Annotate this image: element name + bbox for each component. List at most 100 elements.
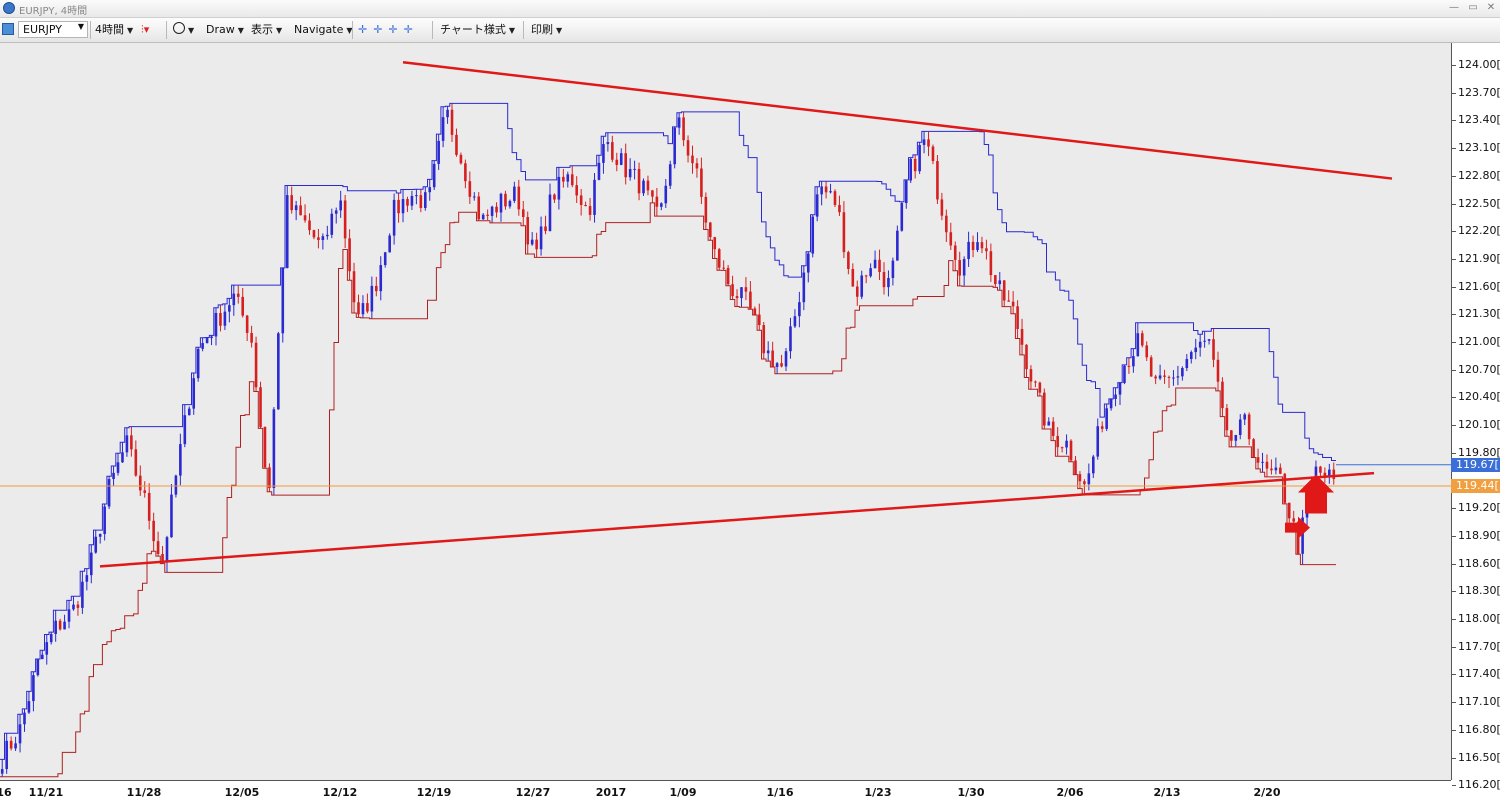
candle-body: [575, 185, 579, 196]
candle-body: [896, 230, 899, 261]
candle-body: [352, 271, 356, 303]
channel-lower-line: [0, 202, 1336, 778]
candle-body: [637, 168, 641, 194]
candle-body: [1145, 345, 1149, 358]
support-trendline: [99, 471, 1375, 568]
candle-body: [1216, 359, 1220, 382]
time-tick-label: 1/30: [957, 786, 985, 799]
price-tick-mark: [1452, 342, 1456, 343]
price-tick-label: 120.40[0: [1458, 390, 1500, 404]
candle-body: [1287, 502, 1291, 519]
candle-style-icon[interactable]: ⫶▾: [141, 23, 150, 36]
candle-body: [584, 204, 587, 207]
candle-body: [428, 187, 432, 193]
candle-body: [909, 158, 913, 181]
circle-tool-button[interactable]: ▼: [173, 22, 194, 38]
maximize-icon[interactable]: ▭: [1468, 2, 1478, 13]
price-tick-mark: [1452, 65, 1456, 66]
candle-body: [1002, 280, 1006, 301]
candle-body: [32, 675, 35, 702]
candle-body: [214, 312, 218, 337]
candle-body: [134, 449, 138, 476]
candle-body: [562, 176, 565, 182]
time-tick-label: 16: [0, 786, 12, 799]
time-tick-label: 2/13: [1153, 786, 1181, 799]
candle-body: [63, 621, 66, 630]
candle-body: [784, 351, 788, 367]
candle-body: [49, 633, 53, 643]
price-tick-mark: [1452, 785, 1456, 787]
navigate-menu[interactable]: Navigate ▼: [294, 22, 353, 38]
price-tick-mark: [1452, 619, 1456, 620]
minimize-icon[interactable]: —: [1449, 2, 1459, 13]
candle-body: [602, 144, 605, 163]
channel-upper-line: [0, 102, 1336, 760]
price-tick-label: 116.80[0: [1458, 722, 1500, 736]
candle-body: [989, 251, 993, 276]
candle-body: [303, 215, 307, 221]
candle-body: [143, 490, 147, 493]
symbol-select[interactable]: EURJPY ▼: [18, 21, 88, 38]
candle-body: [806, 253, 810, 273]
window-title: EURJPY, 4時間: [19, 6, 88, 17]
candle-body: [1212, 339, 1215, 360]
chart-plot-area[interactable]: [0, 43, 1451, 780]
candle-body: [900, 203, 904, 231]
candle-body: [1051, 421, 1055, 436]
view-menu[interactable]: 表示 ▼: [251, 22, 282, 38]
print-menu[interactable]: 印刷 ▼: [531, 22, 562, 38]
candle-body: [334, 210, 338, 214]
draw-menu[interactable]: Draw ▼: [206, 22, 244, 38]
candle-body: [254, 342, 258, 388]
candle-body: [1140, 333, 1144, 346]
price-tick-label: 117.40[0: [1458, 667, 1500, 681]
price-axis[interactable]: 124.00[0 123.70[0 123.40[0 123.10[0 122.80[0…: [1451, 43, 1500, 791]
chart-menu-icon[interactable]: [2, 23, 14, 35]
time-tick-label: 12/05: [224, 786, 260, 799]
candle-body: [1172, 377, 1175, 379]
candle-body: [107, 479, 111, 507]
candle-body: [802, 272, 806, 303]
price-tick-label: 118.60[0: [1458, 556, 1500, 570]
candle-body: [940, 199, 944, 216]
candle-body: [223, 311, 227, 326]
candle-body: [1025, 344, 1028, 370]
close-icon[interactable]: ✕: [1486, 2, 1496, 13]
candle-body: [379, 265, 383, 292]
candle-body: [744, 287, 748, 292]
candle-body: [780, 363, 783, 367]
chevron-down-icon: ▼: [556, 26, 563, 35]
candle-body: [709, 222, 712, 238]
timeframe-button[interactable]: 4時間 ▼: [95, 22, 133, 38]
candle-body: [1270, 468, 1273, 471]
time-tick-label: 11/21: [28, 786, 64, 799]
crosshair-tools[interactable]: ✛✛✛✛: [358, 23, 419, 36]
candle-body: [1114, 394, 1117, 399]
candle-body: [1065, 440, 1068, 448]
candle-body: [958, 259, 961, 276]
candle-body: [383, 252, 387, 266]
candle-body: [855, 286, 859, 297]
price-tick-label: 121.30[0: [1458, 307, 1500, 321]
candle-body: [1256, 457, 1260, 463]
chart-style-menu[interactable]: チャート様式 ▼: [440, 22, 515, 38]
candle-body: [1238, 419, 1242, 435]
candle-body: [490, 206, 494, 216]
candle-body: [544, 226, 547, 232]
candle-body: [731, 284, 734, 297]
candlestick-chart[interactable]: [0, 43, 1451, 780]
candle-body: [842, 212, 846, 253]
candle-body: [1158, 375, 1162, 379]
candle-body: [1176, 376, 1180, 378]
candle-body: [606, 142, 610, 145]
candle-body: [45, 642, 49, 655]
candle-body: [290, 195, 293, 211]
candle-body: [321, 236, 325, 241]
candle-body: [1230, 430, 1233, 441]
candle-body: [1096, 426, 1100, 457]
time-axis[interactable]: 16 11/21 11/28 12/05 12/12 12/19 12/27 2017 1/09…: [0, 780, 1451, 804]
candle-body: [1283, 473, 1287, 503]
candle-body: [655, 196, 659, 207]
ask-price-label: 119.44[: [1456, 479, 1499, 493]
candle-body: [976, 242, 979, 251]
